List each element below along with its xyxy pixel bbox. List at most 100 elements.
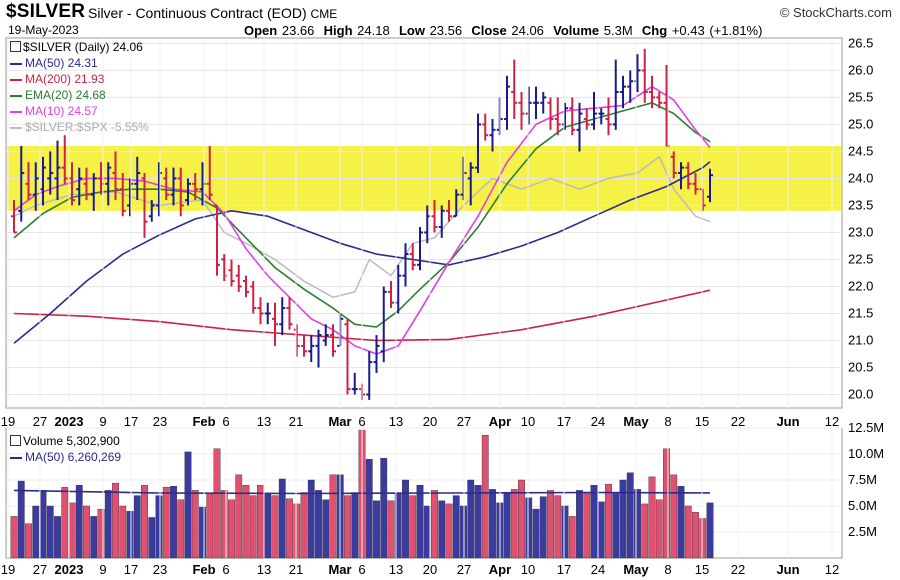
volume-bar <box>539 496 547 559</box>
volume-bar <box>61 487 69 559</box>
volume-tick-label: 10.0M <box>848 446 884 461</box>
x-tick-label-volume: 20 <box>423 562 437 577</box>
volume-bar <box>402 479 409 559</box>
volume-bar <box>351 492 359 559</box>
legend-price-icon <box>10 41 21 52</box>
ohlc-bar <box>141 173 148 238</box>
volume-bar <box>590 485 598 559</box>
ohlc-bar <box>431 200 438 233</box>
volume-bar <box>83 505 90 559</box>
ma50-line <box>13 161 711 344</box>
volume-bar <box>170 486 177 559</box>
volume-bar <box>612 493 620 559</box>
price-tick-label: 23.0 <box>848 224 873 239</box>
ohlc-bar <box>148 200 155 222</box>
price-tick-label: 23.5 <box>848 197 873 212</box>
x-tick-label-price: Feb <box>192 414 215 429</box>
volume-bar <box>518 479 525 559</box>
volume-bar <box>278 478 286 559</box>
volume-panel: 2.5M 5.0M 7.5M 10.0M 12.5M <box>5 420 884 559</box>
volume-bar <box>54 516 61 559</box>
volume-bar <box>126 511 134 559</box>
x-tick-label-price: Jun <box>776 414 799 429</box>
price-panel: 20.0 20.5 21.0 21.5 22.0 22.5 23.0 23.5 24.0 24.5… <box>5 35 873 409</box>
ohlc-bar <box>54 140 61 201</box>
description-text: Silver - Continuous Contract (EOD) <box>88 5 307 21</box>
ohlc-bar <box>649 75 655 109</box>
x-tick-label-volume: 17 <box>557 562 571 577</box>
volume-bar <box>380 457 388 559</box>
ohlc-bar <box>272 302 278 346</box>
x-tick-label-volume: 23 <box>153 562 167 577</box>
volume-bar <box>670 474 678 559</box>
volume-bar <box>271 495 279 559</box>
volume-bar <box>663 448 670 559</box>
x-tick-label-price: 13 <box>257 414 271 429</box>
ohlc-bar <box>25 162 32 201</box>
volume-bars-icon <box>10 435 21 446</box>
volume-bar <box>90 516 98 559</box>
ohlc-bar <box>547 97 554 130</box>
ohlc-bar <box>685 162 692 190</box>
ohlc-bar <box>308 335 315 363</box>
x-tick-label-price: 27 <box>33 414 47 429</box>
x-tick-label-volume: 24 <box>591 562 605 577</box>
ohlc-bar <box>264 302 271 325</box>
ohlc-bar <box>286 297 293 330</box>
volume-bar <box>344 495 351 559</box>
volume-bar <box>619 479 627 559</box>
ohlc-bar <box>330 324 336 357</box>
relative-swatch <box>10 126 22 129</box>
ohlc-bar <box>119 173 126 217</box>
volume-bar <box>213 448 221 559</box>
volume-bar <box>525 497 533 559</box>
ohlc-bar <box>47 151 54 195</box>
volume-bar <box>17 480 25 559</box>
close-value: 24.06 <box>511 23 544 38</box>
price-tick-label: 26.5 <box>848 35 873 50</box>
ohlc-bar <box>228 259 235 287</box>
volume-bar <box>416 485 424 559</box>
volume-bar <box>32 505 40 559</box>
volume-bar <box>104 490 112 559</box>
volume-bar <box>220 490 228 559</box>
x-tick-label-volume: Mar <box>328 562 351 577</box>
volume-bar <box>706 502 714 559</box>
volume-bar <box>365 459 373 559</box>
ema20-swatch <box>10 94 22 97</box>
volume-tick-label: 5.0M <box>848 498 877 513</box>
x-tick-label-volume: 27 <box>457 562 471 577</box>
price-tick-label: 25.5 <box>848 89 873 104</box>
ohlc-bar <box>61 135 68 184</box>
legend-vol-ma-text: MA(50) 6,260,269 <box>25 450 122 464</box>
x-tick-label-volume: 13 <box>257 562 271 577</box>
volume-bar <box>431 490 438 559</box>
volume-bar <box>576 490 583 559</box>
x-tick-label-volume: 8 <box>664 562 671 577</box>
x-tick-label-price: 9 <box>99 414 106 429</box>
ohlc-bar <box>620 75 626 109</box>
vol-ma-swatch <box>10 456 22 459</box>
volume-bar <box>177 499 185 559</box>
volume-bar <box>561 505 569 559</box>
volume-bar <box>568 516 576 559</box>
price-tick-label: 20.5 <box>848 359 873 374</box>
ohlc-bar <box>598 108 605 125</box>
x-tick-label-price: 22 <box>731 414 745 429</box>
volume-bar <box>162 487 170 559</box>
x-tick-label-price: 13 <box>389 414 403 429</box>
ohlc-bar <box>243 275 249 298</box>
legend-ma50: MA(50) 24.31 <box>10 56 98 70</box>
ohlc-bar <box>257 297 264 325</box>
ohlc-bar <box>185 178 191 206</box>
x-tick-label-volume: 13 <box>389 562 403 577</box>
ohlc-bar <box>511 59 518 120</box>
legend-ma200-text: MA(200) 21.93 <box>25 72 105 86</box>
volume-bar <box>315 490 322 559</box>
high-label: High <box>323 23 353 38</box>
volume-bar <box>199 506 206 559</box>
ohlc-bar <box>18 146 25 222</box>
legend-ma10: MA(10) 24.57 <box>10 104 98 118</box>
